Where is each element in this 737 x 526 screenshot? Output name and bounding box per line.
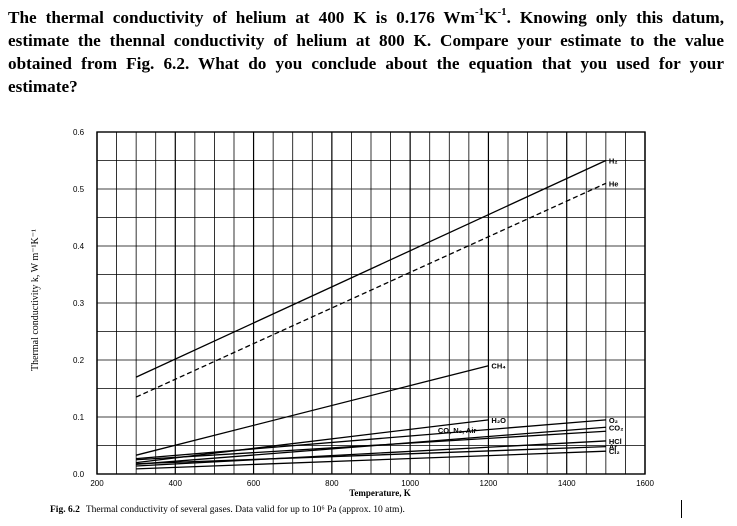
plot-frame xyxy=(96,131,646,475)
question-sup2: -1 xyxy=(497,6,507,19)
series-label: H₂ xyxy=(609,157,618,166)
x-axis-label: Temperature, K xyxy=(349,488,411,498)
series-line xyxy=(136,440,606,467)
series-label: HCl xyxy=(609,437,622,446)
caption-text: Thermal conductivity of several gases. D… xyxy=(86,504,405,515)
series-label: He xyxy=(609,179,619,188)
series-line xyxy=(136,419,606,460)
axes: 200 400 600 800 1000 1200 1400 1600 0.0 0.1 0.2 0.3… xyxy=(73,128,654,488)
series-label: CO, N₂, Air xyxy=(438,426,477,435)
figure-caption: Fig. 6.2 Thermal conductivity of several … xyxy=(50,504,405,515)
series-label: H₂O xyxy=(491,416,506,425)
series-line xyxy=(136,419,489,464)
grid xyxy=(96,131,646,475)
x-tick-label: 200 xyxy=(90,479,104,488)
series-line xyxy=(135,159,607,378)
question-sup1: -1 xyxy=(474,6,485,19)
x-tick-label: 400 xyxy=(169,479,183,488)
thermal-conductivity-chart: 200 400 600 800 1000 1200 1400 1600 0.0 0.1 0.2 0.3… xyxy=(30,128,654,515)
y-tick-label: 0.0 xyxy=(73,470,85,479)
series-line xyxy=(136,445,606,465)
question-part2: K xyxy=(484,8,498,27)
y-tick-label: 0.5 xyxy=(73,185,85,194)
y-tick-label: 0.4 xyxy=(73,242,85,251)
question-part1: The thermal conductivity of helium at 40… xyxy=(8,8,475,27)
series-label: CO₂ xyxy=(609,423,624,432)
y-tick-label: 0.6 xyxy=(73,128,85,137)
series-line xyxy=(136,450,606,470)
x-tick-label: 600 xyxy=(247,479,261,488)
series xyxy=(135,159,607,470)
x-tick-label: 800 xyxy=(325,479,339,488)
series-line xyxy=(135,365,489,456)
series-line xyxy=(136,430,606,461)
series-label: CH₄ xyxy=(491,362,506,371)
series-line xyxy=(135,182,607,398)
text-cursor xyxy=(681,500,682,518)
caption-prefix: Fig. 6.2 xyxy=(50,505,80,515)
question-part3: . Knowing only this datum, estimate the … xyxy=(8,8,724,96)
y-tick-label: 0.1 xyxy=(73,413,85,422)
y-tick-label: 0.2 xyxy=(73,356,85,365)
series-label: Ar xyxy=(609,443,617,452)
series-label: O₂ xyxy=(609,416,618,425)
x-tick-label: 1000 xyxy=(401,479,419,488)
y-axis-label: Thermal conductivity k, W m⁻¹K⁻¹ xyxy=(30,229,41,371)
y-tick-label: 0.3 xyxy=(73,299,85,308)
x-tick-label: 1400 xyxy=(558,479,576,488)
x-tick-label: 1600 xyxy=(636,479,654,488)
question-text: The thermal conductivity of helium at 40… xyxy=(8,6,724,98)
series-label: Cl₂ xyxy=(609,447,620,456)
x-tick-label: 1200 xyxy=(480,479,498,488)
